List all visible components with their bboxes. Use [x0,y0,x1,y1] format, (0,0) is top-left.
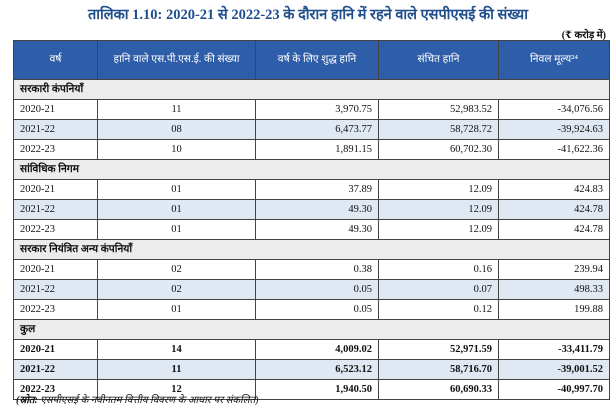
section-row: सरकारी कंपनियाँ [13,79,610,100]
count-cell: 11 [97,359,256,380]
year-cell: 2022-23 [13,139,98,160]
section-label: सरकारी कंपनियाँ [13,79,610,100]
accumulated-loss-cell: 58,716.70 [378,359,499,380]
net-loss-cell: 6,523.12 [255,359,379,380]
net-worth-cell: -41,622.36 [498,139,610,160]
net-worth-cell: 424.78 [498,199,610,220]
count-cell: 12 [97,379,256,400]
net-loss-cell: 3,970.75 [255,99,379,120]
year-cell: 2020-21 [13,179,98,200]
accumulated-loss-cell: 0.07 [378,279,499,300]
net-worth-cell: 199.88 [498,299,610,320]
accumulated-loss-cell: 60,702.30 [378,139,499,160]
table-title: तालिका 1.10: 2020-21 से 2022-23 के दौरान… [88,7,528,23]
section-label: सांविधिक निगम [13,159,610,180]
table-row: 2021-22 01 49.30 12.09 424.78 [13,199,610,220]
table-row: 2020-21 02 0.38 0.16 239.94 [13,259,610,280]
header-accumulated-loss: संचित हानि [378,40,499,80]
section-row: सरकार नियंत्रित अन्य कंपनियाँ [13,239,610,260]
net-worth-cell: 498.33 [498,279,610,300]
net-loss-cell: 0.05 [255,299,379,320]
table-body: सरकारी कंपनियाँ 2020-21 11 3,970.75 52,983.5… [13,79,610,400]
accumulated-loss-cell: 12.09 [378,179,499,200]
net-loss-cell: 1,891.15 [255,139,379,160]
year-cell: 2020-21 [13,99,98,120]
accumulated-loss-cell: 52,983.52 [378,99,499,120]
section-row: सांविधिक निगम [13,159,610,180]
year-cell: 2020-21 [13,339,98,360]
table-row: 2021-22 11 6,523.12 58,716.70 -39,001.52 [13,359,610,380]
accumulated-loss-cell: 12.09 [378,219,499,240]
count-cell: 11 [97,99,256,120]
header-net-worth: निवल मूल्य²⁴ [498,40,610,80]
net-loss-cell: 0.05 [255,279,379,300]
table-row: 2020-21 14 4,009.02 52,971.59 -33,411.79 [13,339,610,360]
year-cell: 2021-22 [13,199,98,220]
net-worth-cell: -40,997.70 [498,379,610,400]
header-row: वर्ष हानि वाले एस.पी.एस.ई. की संख्या वर्… [13,40,610,80]
accumulated-loss-cell: 52,971.59 [378,339,499,360]
net-worth-cell: -33,411.79 [498,339,610,360]
source-note: (स्रोत: एसपीएसई के नवीनतम वित्तीय विवरण … [16,392,259,406]
year-cell: 2022-23 [13,379,98,400]
year-cell: 2021-22 [13,119,98,140]
net-worth-cell: 424.83 [498,179,610,200]
count-cell: 08 [97,119,256,140]
header-year: वर्ष [13,40,98,80]
accumulated-loss-cell: 0.16 [378,259,499,280]
count-cell: 01 [97,219,256,240]
net-loss-cell: 49.30 [255,219,379,240]
count-cell: 01 [97,199,256,220]
accumulated-loss-cell: 60,690.33 [378,379,499,400]
accumulated-loss-cell: 12.09 [378,199,499,220]
net-loss-cell: 1,940.50 [255,379,379,400]
section-row: कुल [13,319,610,340]
section-label: कुल [13,319,610,340]
count-cell: 14 [97,339,256,360]
source-text: एसपीएसई के नवीनतम वित्तीय विवरण के आधार … [37,395,259,406]
count-cell: 01 [97,179,256,200]
table-row: 2020-21 01 37.89 12.09 424.83 [13,179,610,200]
table-row: 2020-21 11 3,970.75 52,983.52 -34,076.56 [13,99,610,120]
year-cell: 2021-22 [13,359,98,380]
header-count: हानि वाले एस.पी.एस.ई. की संख्या [97,40,256,80]
net-loss-cell: 0.38 [255,259,379,280]
year-cell: 2022-23 [13,219,98,240]
year-cell: 2020-21 [13,259,98,280]
net-loss-cell: 37.89 [255,179,379,200]
count-cell: 10 [97,139,256,160]
net-worth-cell: 424.78 [498,219,610,240]
accumulated-loss-cell: 0.12 [378,299,499,320]
section-label: सरकार नियंत्रित अन्य कंपनियाँ [13,239,610,260]
net-loss-cell: 4,009.02 [255,339,379,360]
count-cell: 02 [97,259,256,280]
unit-label: (₹ करोड़ में) [561,30,606,41]
net-loss-cell: 6,473.77 [255,119,379,140]
table-row: 2022-23 12 1,940.50 60,690.33 -40,997.70 [13,379,610,400]
loss-making-spse-table: वर्ष हानि वाले एस.पी.एस.ई. की संख्या वर्… [13,40,610,400]
year-cell: 2021-22 [13,279,98,300]
accumulated-loss-cell: 58,728.72 [378,119,499,140]
net-loss-cell: 49.30 [255,199,379,220]
source-label: (स्रोत: [16,395,38,406]
count-cell: 02 [97,279,256,300]
net-worth-cell: -39,001.52 [498,359,610,380]
net-worth-cell: -39,924.63 [498,119,610,140]
net-worth-cell: -34,076.56 [498,99,610,120]
year-cell: 2022-23 [13,299,98,320]
header-net-loss: वर्ष के लिए शुद्ध हानि [255,40,379,80]
table-row: 2022-23 10 1,891.15 60,702.30 -41,622.36 [13,139,610,160]
table-row: 2022-23 01 0.05 0.12 199.88 [13,299,610,320]
table-row: 2021-22 08 6,473.77 58,728.72 -39,924.63 [13,119,610,140]
net-worth-cell: 239.94 [498,259,610,280]
count-cell: 01 [97,299,256,320]
table-row: 2021-22 02 0.05 0.07 498.33 [13,279,610,300]
table-row: 2022-23 01 49.30 12.09 424.78 [13,219,610,240]
